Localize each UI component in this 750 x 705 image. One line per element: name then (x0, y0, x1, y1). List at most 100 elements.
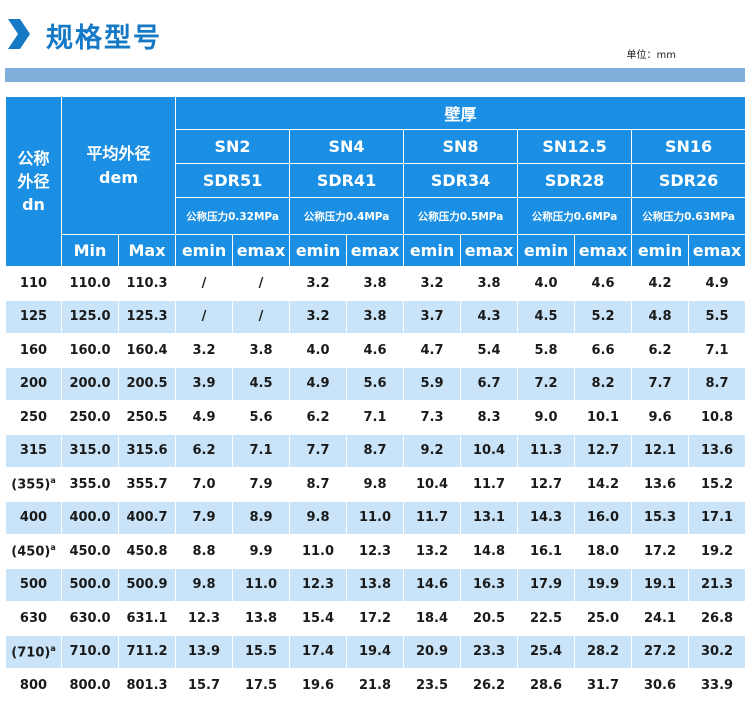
table-cell: / (232, 299, 291, 334)
table-row: (450)a 450.0 450.8 8.8 9.9 11.0 12.3 13.2 14.8 16… (5, 534, 747, 569)
dn-value: 630 (19, 610, 48, 626)
table-cell: 13.6 (631, 467, 690, 502)
table-cell: 10.1 (574, 400, 633, 435)
table-cell: 15.7 (175, 668, 234, 703)
sdr-class-header: SDR34 (403, 163, 519, 198)
table-cell: 15.2 (688, 467, 747, 502)
table-cell: 12.3 (346, 534, 405, 569)
table-cell: 8.3 (460, 400, 519, 435)
table-cell: 125.0 (61, 299, 119, 334)
dn-header-line2: 外径 (17, 172, 50, 191)
dn-value: (710) (11, 644, 51, 660)
sdr-class-header: SDR41 (289, 163, 405, 198)
spec-table: 公称 外径 dn 平均外径 dem 壁厚 SN2 SN4 SN8 SN12.5 … (5, 96, 747, 703)
table-cell: 4.9 (289, 366, 348, 401)
dn-header-line3: dn (22, 195, 45, 214)
table-cell: 8.2 (574, 366, 633, 401)
dn-value: 160 (19, 342, 48, 358)
dn-value: 125 (19, 309, 48, 325)
pressure-header: 公称压力0.5MPa (403, 197, 519, 235)
table-cell: 18.4 (403, 601, 462, 636)
table-cell: 4.3 (460, 299, 519, 334)
table-cell: 8.8 (175, 534, 234, 569)
table-row: (710)a 710.0 711.2 13.9 15.5 17.4 19.4 20.9 23.3… (5, 634, 747, 669)
table-cell: 5.8 (517, 333, 576, 368)
table-cell: 9.8 (175, 567, 234, 602)
table-cell: 9.8 (289, 500, 348, 535)
wall-thickness-header: 壁厚 (175, 96, 747, 130)
dn-value: 200 (19, 376, 48, 392)
table-cell: 19.1 (631, 567, 690, 602)
table-cell: 800.0 (61, 668, 119, 703)
table-cell: 15.5 (232, 634, 291, 669)
dn-cell: 800 (5, 668, 62, 703)
table-cell: 5.9 (403, 366, 462, 401)
dn-cell: 500 (5, 567, 62, 602)
sdr-class-header: SDR26 (631, 163, 747, 198)
table-cell: 11.3 (517, 433, 576, 468)
table-cell: 13.8 (346, 567, 405, 602)
dn-cell: 250 (5, 400, 62, 435)
emax-header: emax (688, 234, 747, 267)
table-cell: 23.5 (403, 668, 462, 703)
table-cell: 9.9 (232, 534, 291, 569)
table-cell: 4.6 (346, 333, 405, 368)
table-cell: 11.0 (232, 567, 291, 602)
table-cell: 14.2 (574, 467, 633, 502)
dn-value: 250 (19, 409, 48, 425)
table-cell: 30.2 (688, 634, 747, 669)
emin-header: emin (517, 234, 576, 267)
table-row: 125 125.0 125.3//3.2 3.8 3.7 4.3 4.5 5.2 4.8 5.5 (5, 299, 747, 334)
table-cell: 110.3 (117, 266, 177, 301)
page-title: 规格型号 (46, 23, 162, 54)
emin-header: emin (403, 234, 462, 267)
table-cell: 19.9 (574, 567, 633, 602)
table-cell: 6.7 (460, 366, 519, 401)
max-header: Max (117, 234, 177, 267)
table-cell: 4.7 (403, 333, 462, 368)
table-cell: 13.2 (403, 534, 462, 569)
dn-cell: 125 (5, 299, 62, 334)
table-cell: 7.0 (175, 467, 234, 502)
table-cell: 10.4 (403, 467, 462, 502)
table-cell: 7.1 (346, 400, 405, 435)
table-body: 110 110.0 110.3//3.2 3.8 3.2 3.8 4.0 4.6 4.2 4.9 1… (5, 266, 747, 703)
table-cell: 315.6 (117, 433, 177, 468)
table-cell: 8.7 (346, 433, 405, 468)
table-cell: 19.6 (289, 668, 348, 703)
table-cell: 25.4 (517, 634, 576, 669)
table-cell: 24.1 (631, 601, 690, 636)
table-cell: 801.3 (117, 668, 177, 703)
table-cell: 3.8 (346, 299, 405, 334)
table-cell: 3.7 (403, 299, 462, 334)
table-cell: 315.0 (61, 433, 119, 468)
footnote-mark: a (50, 643, 56, 653)
table-cell: 110.0 (61, 266, 119, 301)
table-cell: 23.3 (460, 634, 519, 669)
table-cell: 3.9 (175, 366, 234, 401)
table-cell: 9.8 (346, 467, 405, 502)
table-cell: 20.9 (403, 634, 462, 669)
footnote-mark: a (50, 476, 56, 486)
table-cell: 12.3 (175, 601, 234, 636)
table-cell: 3.8 (346, 266, 405, 301)
table-cell: 7.9 (232, 467, 291, 502)
dn-cell: 200 (5, 366, 62, 401)
table-cell: 450.8 (117, 534, 177, 569)
table-cell: 12.7 (574, 433, 633, 468)
table-cell: 28.2 (574, 634, 633, 669)
table-cell: 6.2 (175, 433, 234, 468)
table-cell: 3.2 (289, 299, 348, 334)
table-cell: 250.0 (61, 400, 119, 435)
table-cell: 27.2 (631, 634, 690, 669)
table-cell: 21.8 (346, 668, 405, 703)
dn-value: (355) (11, 477, 51, 493)
table-cell: 5.5 (688, 299, 747, 334)
table-cell: 11.0 (346, 500, 405, 535)
table-row: 315 315.0 315.6 6.2 7.1 7.7 8.7 9.2 10.4 11.3 12.7… (5, 433, 747, 468)
table-cell: 4.0 (289, 333, 348, 368)
table-cell: 9.6 (631, 400, 690, 435)
table-cell: 28.6 (517, 668, 576, 703)
table-cell: 4.2 (631, 266, 690, 301)
table-cell: 17.2 (346, 601, 405, 636)
